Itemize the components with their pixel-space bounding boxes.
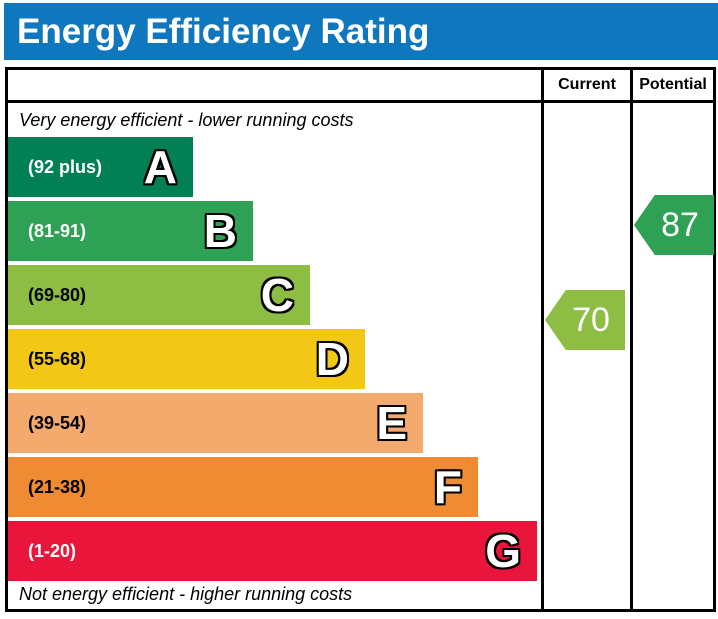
current-rating-value: 70 — [572, 300, 610, 339]
current-rating-arrow: 70 — [545, 290, 625, 350]
band-G: (1-20) G — [8, 521, 537, 581]
potential-column-header: Potential — [639, 76, 707, 93]
rating-table: Current Potential Very energy efficient … — [5, 67, 716, 612]
potential-rating-value: 87 — [661, 205, 699, 244]
current-column-divider — [541, 70, 544, 609]
band-E-letter: E — [376, 397, 407, 449]
band-F-letter: F — [433, 461, 462, 513]
current-column-header: Current — [558, 76, 616, 93]
band-G-range-label: (1-20) — [28, 540, 77, 561]
top-note: Very energy efficient - lower running co… — [19, 110, 354, 130]
potential-rating-arrow: 87 — [634, 195, 714, 255]
band-B-range-label: (81-91) — [28, 220, 87, 241]
band-C: (69-80) C — [8, 265, 310, 325]
band-G-letter: G — [485, 525, 521, 577]
band-D-range-label: (55-68) — [28, 348, 87, 369]
band-F: (21-38) F — [8, 457, 478, 517]
potential-column-divider — [630, 70, 633, 609]
band-D: (55-68) D — [8, 329, 365, 389]
band-B: (81-91) B — [8, 201, 253, 261]
band-E-range-label: (39-54) — [28, 412, 87, 433]
band-C-range-label: (69-80) — [28, 284, 87, 305]
title-bar: Energy Efficiency Rating — [4, 3, 718, 60]
band-E: (39-54) E — [8, 393, 423, 453]
band-A-range-label: (92 plus) — [28, 156, 103, 177]
header-divider — [8, 100, 713, 103]
band-A-letter: A — [143, 141, 177, 193]
page-title: Energy Efficiency Rating — [17, 11, 430, 51]
band-F-range-label: (21-38) — [28, 476, 87, 497]
band-B-letter: B — [203, 205, 237, 257]
band-D-letter: D — [315, 333, 349, 385]
band-C-letter: C — [260, 269, 294, 321]
band-A: (92 plus) A — [8, 137, 193, 197]
bottom-note: Not energy efficient - higher running co… — [19, 584, 353, 604]
